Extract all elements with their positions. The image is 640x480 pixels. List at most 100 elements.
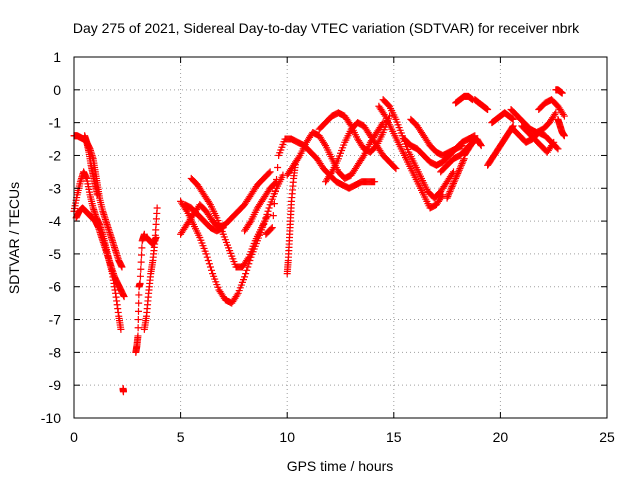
series-arc-5 (119, 384, 127, 396)
data-point (449, 179, 457, 187)
data-point (134, 307, 142, 315)
data-point (477, 142, 485, 150)
data-point (458, 160, 466, 168)
data-point (551, 110, 559, 118)
data-point (448, 183, 456, 191)
x-tick-label: 10 (279, 429, 295, 445)
data-point (137, 258, 145, 266)
data-point (457, 163, 465, 171)
data-point (371, 178, 379, 186)
data-point (137, 265, 145, 273)
data-point (136, 279, 144, 287)
data-point (118, 263, 126, 271)
data-point (549, 140, 557, 148)
y-tick-label: -1 (49, 115, 62, 131)
series-arc-27 (471, 96, 492, 114)
series-arc-6 (132, 230, 148, 356)
data-point (246, 219, 254, 227)
data-point (242, 270, 250, 278)
data-point (321, 140, 329, 148)
series-arc-36 (554, 115, 568, 140)
x-tick-label: 5 (177, 429, 185, 445)
data-point (203, 253, 211, 261)
y-tick-label: -3 (49, 180, 62, 196)
data-point (264, 211, 272, 219)
x-tick-label: 20 (493, 429, 509, 445)
data-point (271, 188, 279, 196)
plot-frame (73, 56, 608, 419)
data-point (241, 273, 249, 281)
data-point (136, 272, 144, 280)
data-point (560, 112, 568, 120)
data-point (443, 194, 451, 202)
data-point (153, 204, 161, 212)
data-point (558, 89, 566, 97)
data-point (208, 266, 216, 274)
data-point (459, 156, 467, 164)
series-arc-13 (241, 178, 281, 235)
data-point (138, 244, 146, 252)
y-tick-label: -7 (49, 312, 62, 328)
series-arc-30 (488, 109, 517, 127)
data-point (117, 325, 125, 333)
data-point (458, 142, 466, 150)
data-point (559, 110, 567, 118)
series-arc-14 (262, 135, 289, 238)
data-points (70, 86, 568, 396)
y-tick-label: 0 (53, 82, 61, 98)
series-arc-8 (142, 234, 160, 248)
y-tick-label: -8 (49, 344, 62, 360)
data-point (452, 174, 460, 182)
data-point (271, 179, 279, 187)
data-point (273, 176, 281, 184)
data-point (380, 110, 388, 118)
data-point (459, 158, 467, 166)
data-point (243, 266, 251, 274)
data-point (444, 192, 452, 200)
data-point (447, 186, 455, 194)
data-point (233, 291, 241, 299)
data-point (453, 171, 461, 179)
y-tick-label: -10 (41, 410, 61, 426)
series-arc-28 (460, 135, 485, 159)
series-arc-33 (518, 122, 558, 156)
y-tick-label: -5 (49, 246, 62, 262)
data-point (93, 191, 101, 199)
series-arc-15 (283, 158, 300, 278)
data-point (274, 163, 282, 171)
series-arc-7 (140, 204, 161, 333)
data-point (451, 176, 459, 184)
y-tick-label: 1 (53, 49, 61, 65)
data-point (445, 191, 453, 199)
series-arc-16 (281, 135, 379, 192)
series-arc-4 (81, 132, 101, 199)
data-point (552, 109, 560, 117)
data-point (295, 153, 303, 161)
y-tick-label: -2 (49, 147, 62, 163)
data-point (138, 251, 146, 259)
data-point (204, 256, 212, 264)
data-point (266, 168, 274, 176)
y-tick-label: -6 (49, 279, 62, 295)
series-arc-12 (181, 201, 227, 235)
data-point (135, 291, 143, 299)
data-point (134, 316, 142, 324)
data-point (269, 212, 277, 220)
data-point (202, 250, 210, 258)
y-tick-label: -9 (49, 377, 62, 393)
series-arc-26 (452, 92, 477, 107)
data-point (327, 170, 335, 178)
data-point (244, 255, 252, 263)
data-point (152, 234, 160, 241)
data-point (438, 192, 446, 200)
axis-ticks (73, 56, 608, 419)
data-point (454, 168, 462, 176)
data-point (560, 132, 568, 140)
data-point (456, 165, 464, 173)
data-point (134, 324, 142, 332)
data-point (205, 199, 213, 207)
y-axis-label: SDTVAR / TECUs (6, 182, 22, 294)
series-arc-25 (443, 155, 468, 202)
data-point (477, 141, 485, 149)
